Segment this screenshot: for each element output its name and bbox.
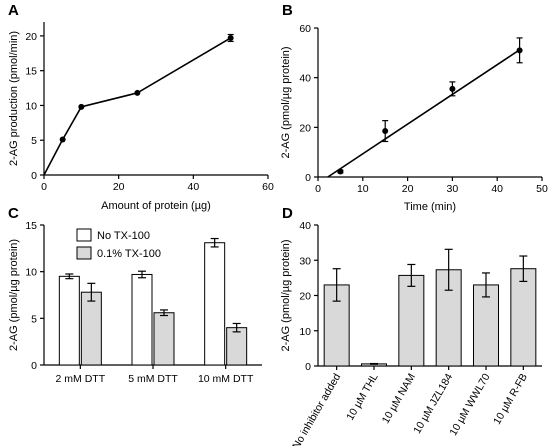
panel-d-letter: D [282, 205, 293, 222]
y-axis-title: 2-AG production (pmol/min) [8, 31, 20, 166]
x-tick-label: 50 [536, 183, 548, 195]
y-tick-label: 5 [31, 135, 37, 147]
y-tick-label: 0 [31, 360, 37, 372]
x-category-label: 10 µM WWL70 [447, 371, 492, 437]
y-tick-label: 0 [305, 172, 311, 184]
x-category-label: No inhibitor added [290, 371, 343, 446]
y-tick-label: 30 [299, 255, 311, 267]
fit-line [327, 49, 521, 178]
panel-c-letter: C [8, 205, 19, 222]
bar [226, 327, 248, 366]
y-tick-label: 40 [299, 73, 311, 85]
data-point [227, 34, 234, 41]
y-tick-label: 10 [25, 267, 37, 279]
data-point [449, 85, 456, 92]
legend-label: 0.1% TX-100 [97, 248, 161, 260]
x-tick-label: 0 [315, 183, 321, 195]
x-tick-label: 10 [357, 183, 369, 195]
panel-a: A 0 5 10 15 20 0 20 40 60 Amount of protein (µg) 2… [8, 2, 274, 212]
y-tick-label: 20 [299, 122, 311, 134]
x-category-label: 10 µM JZL184 [411, 371, 455, 435]
panel-a-letter: A [8, 2, 19, 19]
panel-c: C 0 5 10 15 2-AG (pmol/µg protein) 2 mM DTT 5 … [8, 205, 262, 385]
legend-label: No TX-100 [97, 230, 150, 242]
x-tick-label: 0 [41, 181, 47, 193]
panel-d: D 0 10 20 30 40 2-AG (pmol/µg protein) No inhi… [280, 205, 542, 446]
y-axis-title: 2-AG (pmol/µg protein) [8, 239, 20, 351]
bar [58, 275, 80, 366]
legend-swatch [76, 228, 92, 242]
bar [204, 242, 226, 366]
x-category-label: 10 µM THL [344, 371, 380, 422]
x-category-label: 10 mM DTT [198, 373, 254, 385]
legend-swatch [76, 246, 92, 260]
bar [80, 291, 102, 366]
x-axis-title: Amount of protein (µg) [101, 200, 211, 212]
y-tick-label: 40 [299, 220, 311, 232]
x-tick-label: 20 [113, 181, 125, 193]
data-point [134, 89, 141, 96]
x-tick-label: 40 [187, 181, 199, 193]
x-tick-label: 30 [447, 183, 459, 195]
y-tick-label: 10 [299, 326, 311, 338]
y-tick-label: 15 [25, 66, 37, 78]
y-tick-label: 0 [305, 361, 311, 373]
x-category-label: 10 µM NAM [380, 372, 418, 426]
data-point [382, 128, 389, 135]
bar [131, 273, 153, 366]
y-axis-title: 2-AG (pmol/µg protein) [280, 46, 292, 158]
y-tick-label: 20 [299, 291, 311, 303]
x-category-label: 2 mM DTT [56, 373, 106, 385]
data-point [59, 136, 66, 143]
panel-b: B 0 20 40 60 0 10 20 30 40 50 Time (min) 2-AG (pmol… [280, 2, 548, 213]
x-category-label: 10 µM R-FB [491, 372, 530, 427]
y-tick-label: 15 [25, 220, 37, 232]
y-axis-title: 2-AG (pmol/µg protein) [280, 239, 292, 351]
y-tick-label: 0 [31, 170, 37, 182]
x-tick-label: 40 [491, 183, 503, 195]
panel-b-letter: B [282, 2, 293, 19]
series-line [43, 37, 232, 176]
x-category-label: 5 mM DTT [128, 373, 178, 385]
x-tick-label: 20 [402, 183, 414, 195]
y-tick-label: 10 [25, 100, 37, 112]
bar [153, 312, 175, 366]
data-point [78, 103, 85, 110]
x-axis-title: Time (min) [404, 201, 456, 213]
y-tick-label: 5 [31, 313, 37, 325]
data-point [516, 47, 523, 54]
x-tick-label: 60 [262, 181, 274, 193]
y-tick-label: 20 [25, 31, 37, 43]
bar [510, 268, 537, 367]
y-tick-label: 60 [299, 23, 311, 35]
bar [398, 274, 425, 367]
data-point [337, 168, 344, 175]
